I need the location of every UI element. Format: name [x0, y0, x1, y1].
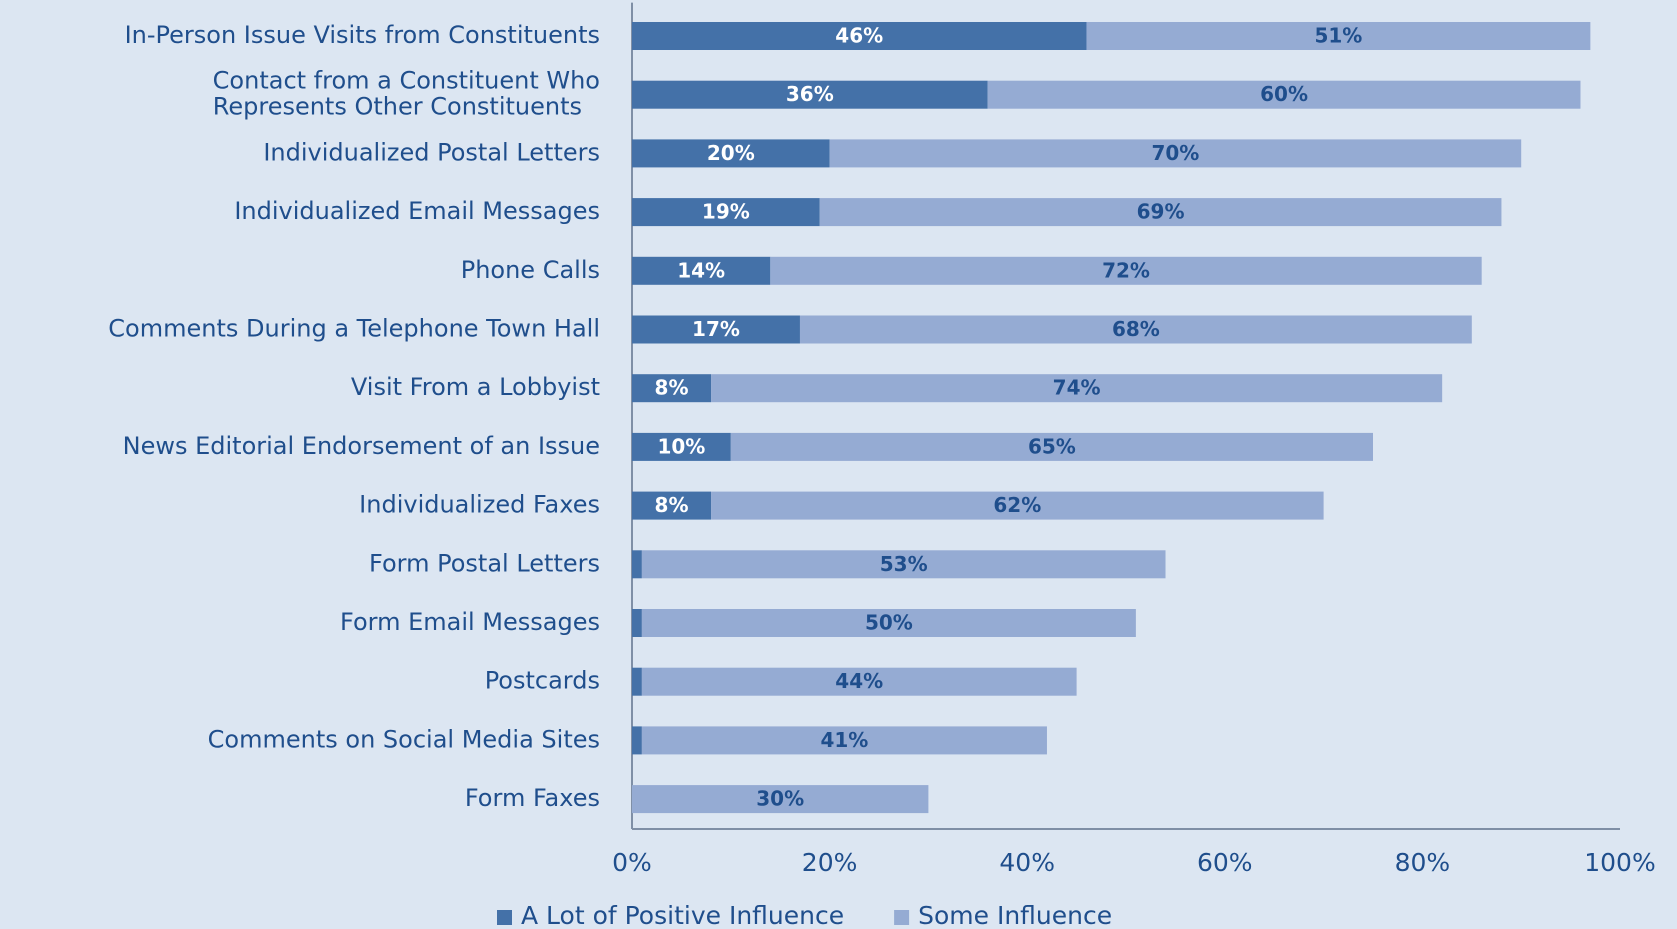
value-label: 30% [756, 787, 804, 811]
legend-label: Some Influence [918, 901, 1112, 929]
value-label: 60% [1260, 82, 1308, 106]
value-label: 72% [1102, 258, 1150, 282]
category-label: Individualized Email Messages [234, 197, 600, 225]
bar-segment [641, 609, 1136, 637]
value-label: 10% [657, 434, 705, 458]
value-label: 8% [655, 493, 689, 517]
category-label: Individualized Faxes [359, 491, 600, 519]
bar-segment [799, 315, 1472, 344]
bar-segment [632, 550, 642, 579]
bar-segment [711, 374, 1443, 403]
x-tick-label: 20% [802, 848, 858, 877]
bar-segment [632, 726, 642, 755]
bar-segment [632, 80, 988, 109]
bar-segment [770, 256, 1482, 285]
value-label: 14% [677, 258, 725, 282]
bar-segment [730, 432, 1373, 461]
value-label: 41% [820, 728, 868, 752]
x-tick-label: 80% [1395, 848, 1451, 877]
category-label: Form Faxes [465, 784, 600, 812]
value-label: 74% [1053, 376, 1101, 400]
category-label: Phone Calls [461, 256, 600, 284]
bar-segment [632, 374, 712, 403]
category-label: Comments on Social Media Sites [208, 725, 600, 753]
x-tick-label: 100% [1584, 848, 1655, 877]
value-label: 53% [880, 552, 928, 576]
bar-segment [632, 139, 830, 168]
legend-label: A Lot of Positive Influence [521, 901, 844, 929]
bar-segment [632, 256, 771, 285]
category-label: Individualized Postal Letters [263, 138, 600, 166]
value-label: 65% [1028, 434, 1076, 458]
bar-segment [632, 198, 820, 227]
value-label: 51% [1314, 24, 1362, 48]
value-label: 68% [1112, 317, 1160, 341]
bar-segment [632, 609, 642, 637]
value-label: 69% [1137, 200, 1185, 224]
bar-segment [1086, 22, 1591, 50]
bar-segment [632, 432, 731, 461]
bar-segment [632, 22, 1087, 50]
category-label: In-Person Issue Visits from Constituents [125, 21, 600, 49]
category-label: Form Postal Letters [369, 549, 600, 577]
legend-swatch [497, 910, 512, 925]
bar-segment [641, 667, 1077, 696]
category-label: Contact from a Constituent Who Represents… [213, 67, 600, 121]
bar-segment [711, 491, 1324, 520]
category-label: Comments During a Telephone Town Hall [108, 315, 600, 343]
value-label: 17% [692, 317, 740, 341]
bar-segment [829, 139, 1522, 168]
bar-segment [641, 550, 1166, 579]
value-label: 62% [993, 493, 1041, 517]
x-tick-label: 0% [612, 848, 652, 877]
bar-segment [632, 785, 929, 814]
legend-swatch [894, 910, 910, 925]
bar-segment [819, 198, 1502, 227]
value-label: 46% [835, 24, 883, 48]
category-label: Form Email Messages [340, 608, 600, 636]
value-label: 44% [835, 669, 883, 693]
x-tick-label: 40% [999, 848, 1055, 877]
value-label: 50% [865, 611, 913, 635]
value-label: 8% [655, 376, 689, 400]
category-label: News Editorial Endorsement of an Issue [123, 432, 600, 460]
category-label: Visit From a Lobbyist [351, 373, 600, 401]
bar-segment [987, 80, 1581, 109]
value-label: 70% [1151, 141, 1199, 165]
category-label: Postcards [485, 667, 600, 695]
value-label: 19% [702, 200, 750, 224]
value-label: 20% [707, 141, 755, 165]
value-label: 36% [786, 82, 834, 106]
bar-segment [632, 315, 800, 344]
bar-segment [641, 726, 1047, 755]
x-tick-label: 60% [1197, 848, 1253, 877]
bar-segment [632, 491, 712, 520]
bar-segment [632, 667, 642, 696]
